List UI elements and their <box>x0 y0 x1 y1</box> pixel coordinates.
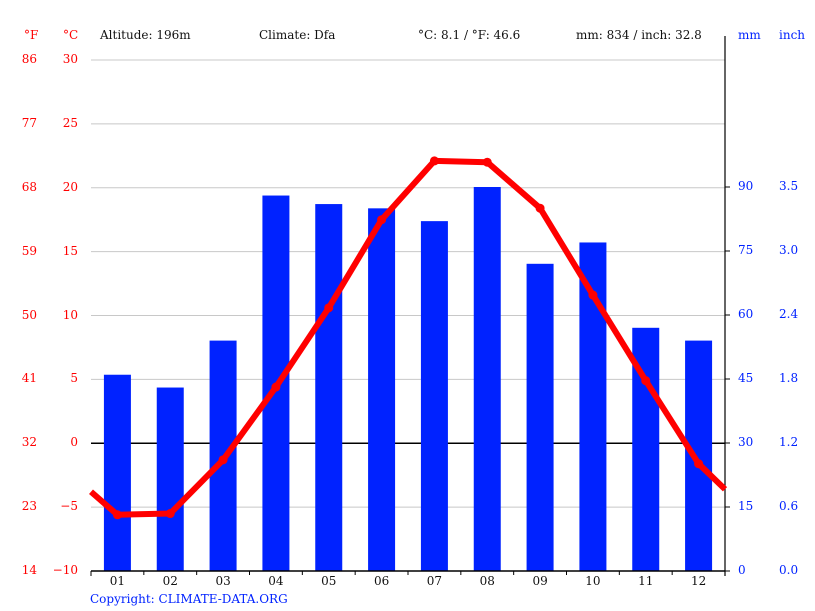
mm-tick-label: 60 <box>738 307 754 321</box>
inch-tick-label: 0.0 <box>779 563 799 577</box>
mm-tick-label: 30 <box>738 435 754 449</box>
fahrenheit-tick-label: 59 <box>21 243 37 258</box>
temperature-point <box>429 156 439 166</box>
average-temperature: °C: 8.1 / °F: 46.6 <box>418 28 521 42</box>
fahrenheit-unit-label: °F <box>24 28 39 42</box>
temperature-point <box>377 215 387 225</box>
celsius-tick-label: 10 <box>62 307 78 322</box>
fahrenheit-tick-label: 23 <box>21 499 37 514</box>
precipitation-bar <box>156 387 184 571</box>
fahrenheit-tick-label: 68 <box>21 179 37 194</box>
temperature-point <box>641 376 651 386</box>
inch-tick-label: 1.2 <box>779 435 799 449</box>
month-label: 03 <box>215 574 231 588</box>
mm-tick-label: 90 <box>738 179 754 193</box>
fahrenheit-tick-label: 77 <box>21 115 37 130</box>
mm-unit-label: mm <box>738 28 761 42</box>
precipitation-bar <box>103 374 131 571</box>
fahrenheit-tick-label: 41 <box>21 371 37 386</box>
fahrenheit-tick-label: 86 <box>21 52 37 66</box>
month-label: 12 <box>690 574 707 588</box>
temperature-point <box>535 203 545 213</box>
celsius-tick-label: 25 <box>62 115 78 130</box>
temperature-point <box>112 510 122 520</box>
fahrenheit-tick-label: 50 <box>21 307 37 322</box>
month-label: 01 <box>109 574 126 588</box>
temperature-point <box>482 157 492 167</box>
month-label: 10 <box>585 574 601 588</box>
mm-tick-label: 75 <box>738 243 754 257</box>
month-label: 08 <box>479 574 495 588</box>
celsius-unit-label: °C <box>63 28 79 42</box>
temperature-point <box>271 382 281 392</box>
copyright-label: Copyright: CLIMATE-DATA.ORG <box>90 592 288 606</box>
month-label: 06 <box>373 574 390 588</box>
month-label: 04 <box>268 574 284 588</box>
inch-tick-label: 1.8 <box>779 371 799 385</box>
inch-tick-label: 0.6 <box>779 499 799 513</box>
celsius-tick-label: 5 <box>70 371 78 386</box>
celsius-tick-label: −10 <box>52 563 78 577</box>
altitude-label: Altitude: 196m <box>100 28 191 42</box>
month-label: 07 <box>426 574 443 588</box>
temperature-point <box>694 459 704 469</box>
month-label: 05 <box>321 574 337 588</box>
inch-tick-label: 3.5 <box>779 179 799 193</box>
precipitation-bar <box>315 204 343 572</box>
temperature-point <box>588 290 598 300</box>
fahrenheit-tick-label: 32 <box>21 435 37 450</box>
climate-label: Climate: Dfa <box>259 28 336 42</box>
month-label: 02 <box>162 574 178 588</box>
month-label: 11 <box>638 574 654 588</box>
celsius-tick-label: 30 <box>62 52 78 66</box>
mm-tick-label: 15 <box>738 499 754 513</box>
inch-tick-label: 2.4 <box>779 307 799 321</box>
precipitation-bar <box>368 208 396 572</box>
celsius-tick-label: −5 <box>60 499 78 514</box>
mm-tick-label: 0 <box>738 563 746 577</box>
mm-tick-label: 45 <box>738 371 754 385</box>
precipitation-bar <box>526 263 554 571</box>
month-label: 09 <box>532 574 548 588</box>
total-precipitation: mm: 834 / inch: 32.8 <box>576 28 702 42</box>
inch-tick-label: 3.0 <box>779 243 799 257</box>
temperature-line <box>89 157 728 518</box>
celsius-tick-label: 15 <box>62 243 78 258</box>
precipitation-bar <box>473 187 501 571</box>
temperature-point <box>218 455 228 465</box>
precipitation-bar <box>420 221 448 571</box>
celsius-tick-label: 0 <box>70 435 78 450</box>
temperature-point <box>165 509 175 519</box>
precipitation-bar <box>685 340 713 571</box>
inch-unit-label: inch <box>779 28 806 42</box>
celsius-tick-label: 20 <box>62 179 78 194</box>
fahrenheit-tick-label: 14 <box>21 563 37 577</box>
temperature-point <box>324 303 334 313</box>
